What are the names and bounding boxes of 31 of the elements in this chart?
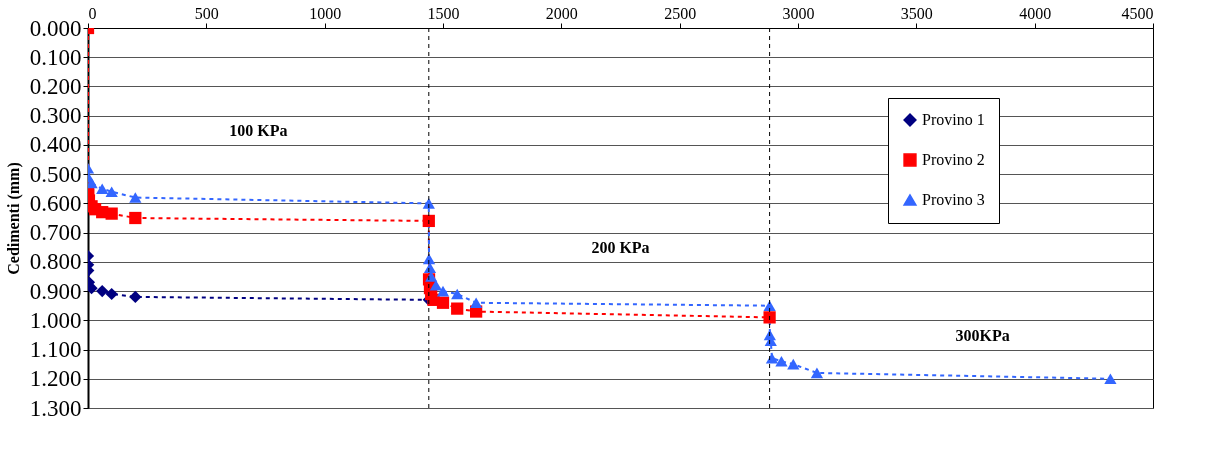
x-tick-label: 1000: [309, 4, 342, 22]
y-axis-title: Cedimenti (mm): [4, 162, 23, 275]
y-tick-label: 0.600: [29, 190, 82, 216]
legend-label: Provino 3: [922, 191, 985, 208]
y-tick-label: 0.000: [29, 15, 82, 41]
x-tick-label: 500: [194, 4, 219, 22]
annotation: 200 KPa: [591, 239, 650, 257]
y-tick-label: 0.400: [29, 132, 82, 158]
y-tick-label: 0.700: [29, 220, 82, 246]
x-tick-label: 4500: [1121, 4, 1154, 22]
y-tick-label: 0.900: [29, 278, 82, 304]
y-tick-label: 1.200: [29, 366, 82, 392]
y-tick-label: 0.100: [29, 44, 82, 70]
x-tick-label: 3000: [782, 4, 815, 22]
y-tick-label: 1.000: [29, 307, 82, 333]
x-tick-label: 3500: [900, 4, 933, 22]
x-tick-label: 2000: [545, 4, 578, 22]
y-tick-label: 1.300: [29, 395, 82, 421]
x-tick-label: 0: [88, 4, 97, 22]
y-tick-label: 0.300: [29, 103, 82, 129]
x-tick-label: 4000: [1019, 4, 1052, 22]
legend-label: Provino 1: [922, 111, 985, 128]
x-tick-label: 2500: [664, 4, 697, 22]
x-tick-label: 1500: [427, 4, 460, 22]
y-tick-label: 1.100: [29, 337, 82, 363]
annotation: 100 KPa: [229, 121, 288, 139]
legend-label: Provino 2: [922, 151, 985, 168]
y-tick-label: 0.800: [29, 249, 82, 275]
y-tick-label: 0.200: [29, 73, 82, 99]
annotation: 300KPa: [955, 326, 1010, 344]
y-tick-label: 0.500: [29, 161, 82, 187]
